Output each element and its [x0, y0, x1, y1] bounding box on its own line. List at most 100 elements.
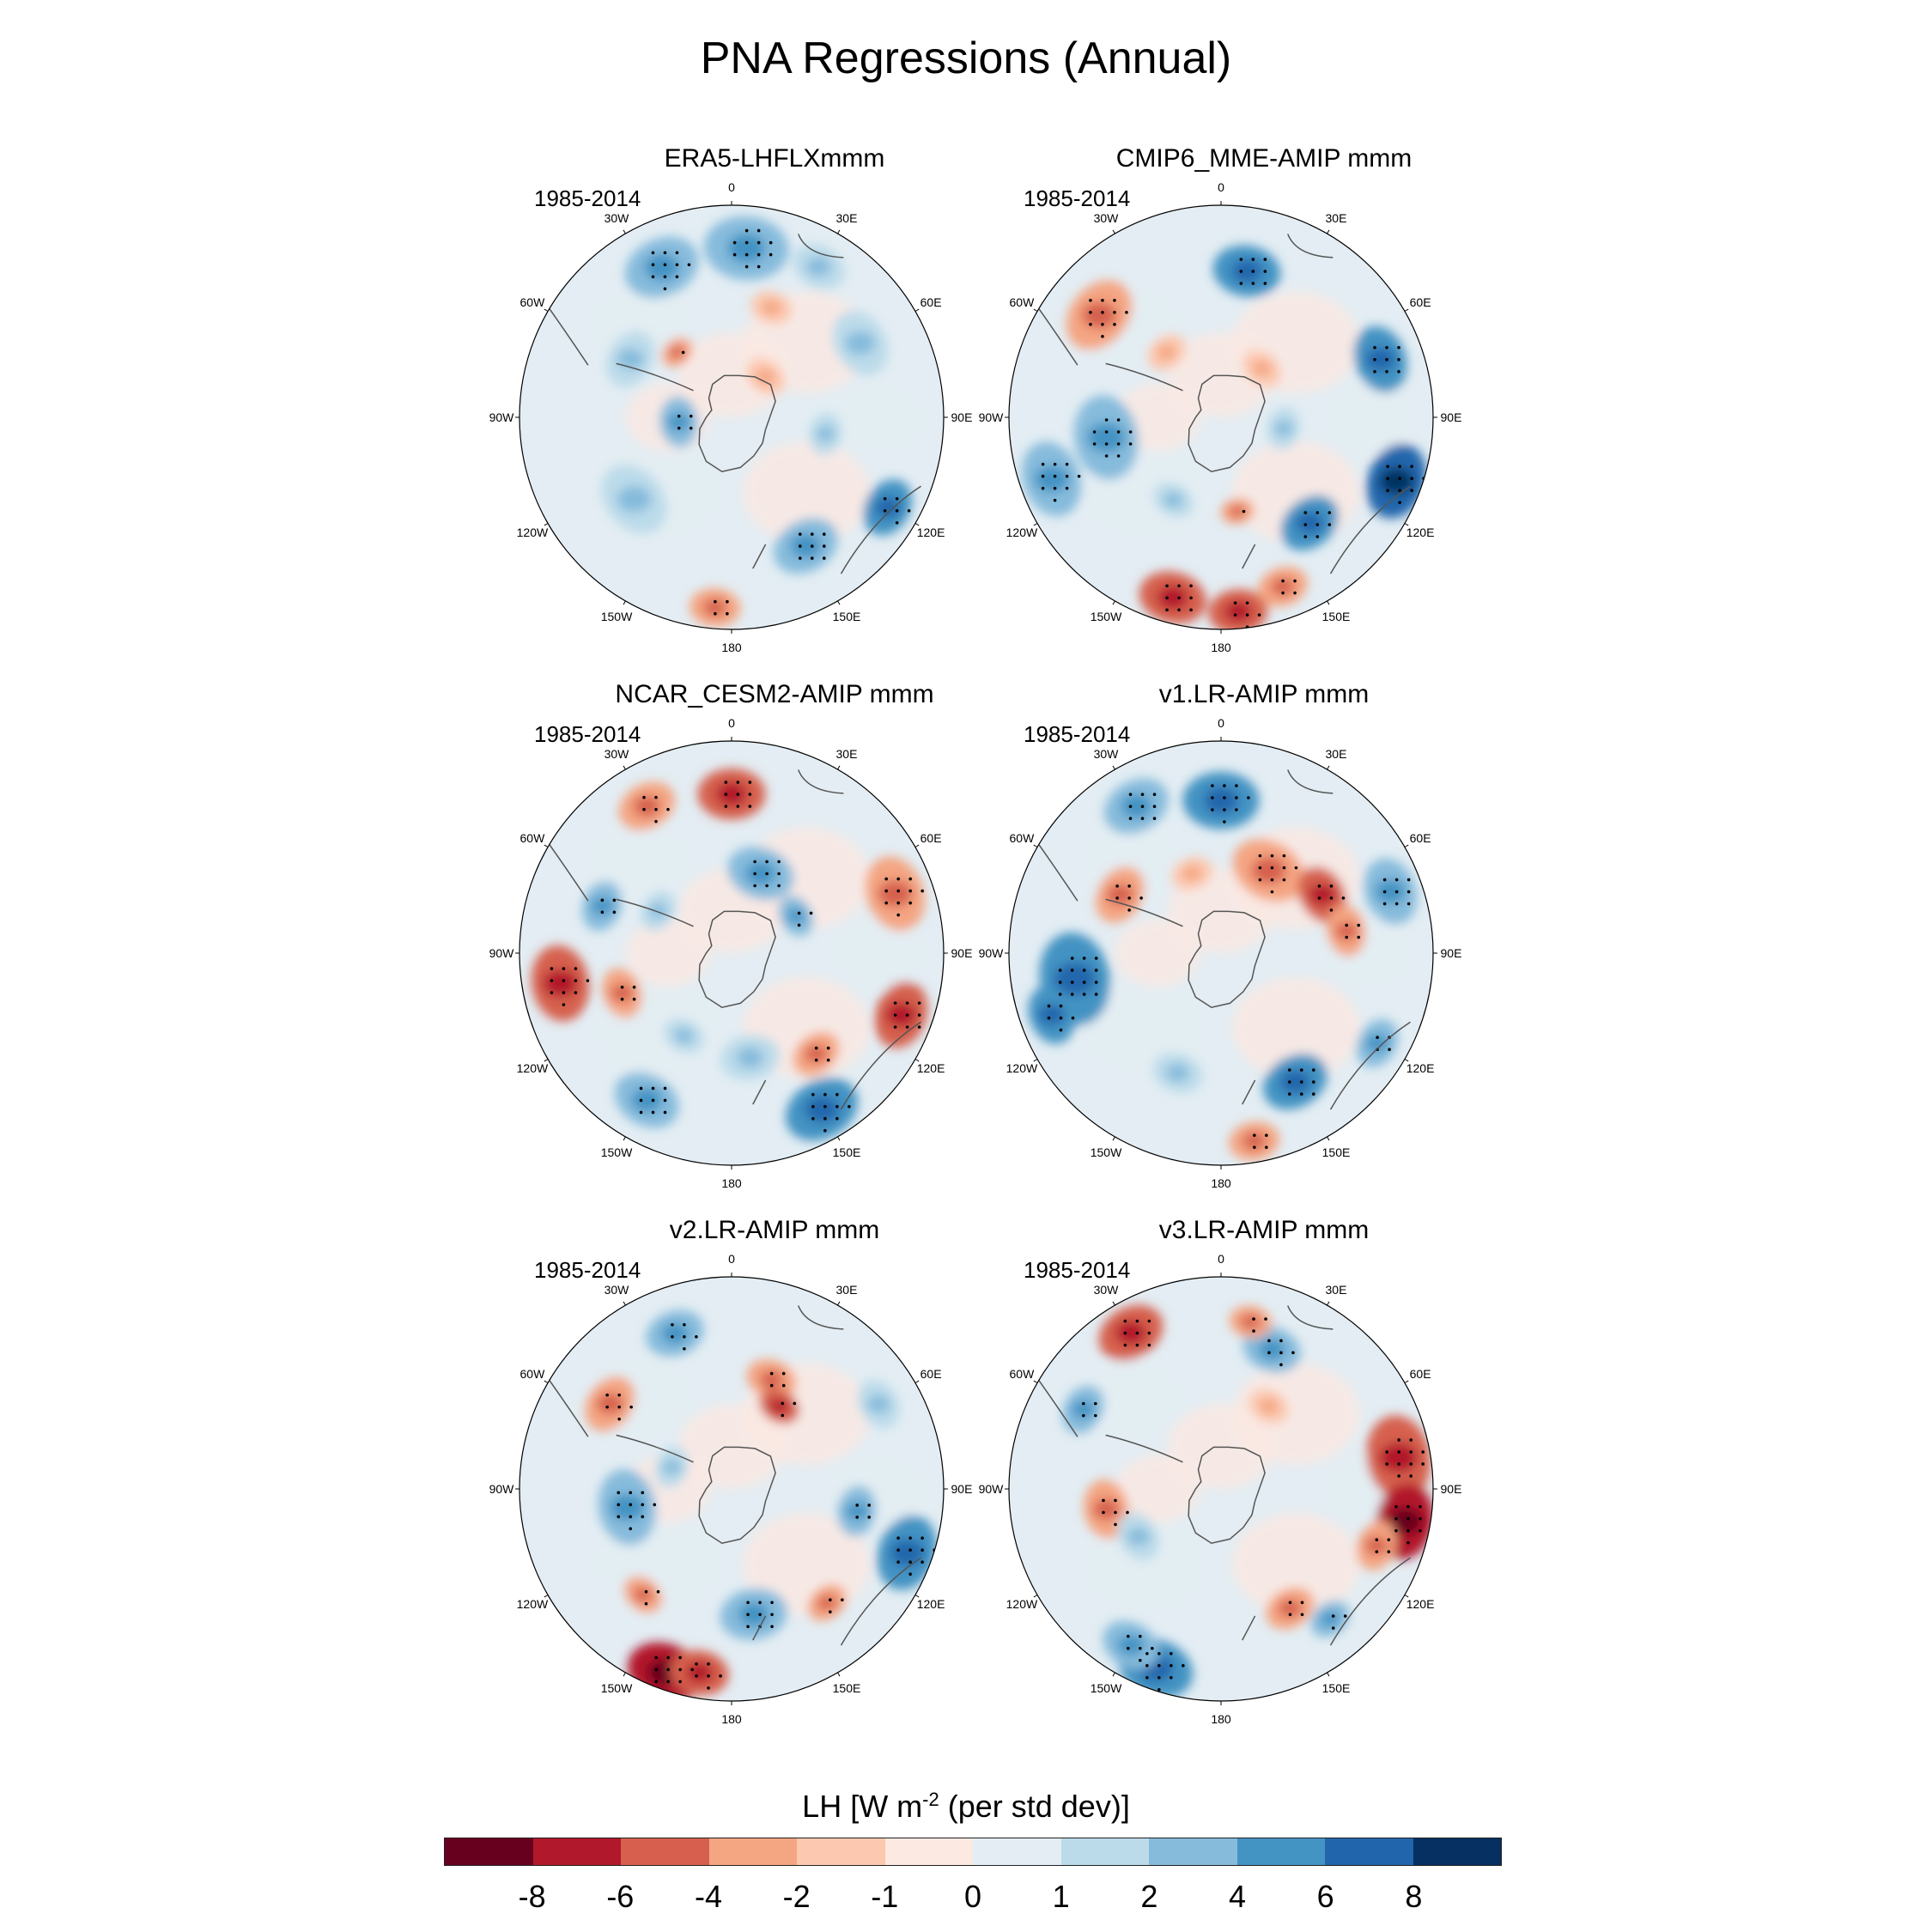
- significance-stipple: [896, 1560, 900, 1564]
- significance-stipple: [1101, 311, 1104, 314]
- anomaly-core: [1034, 465, 1069, 493]
- colorbar-tick-label: 4: [1228, 1879, 1247, 1914]
- significance-stipple: [1375, 1550, 1379, 1553]
- field-patch: [1078, 1356, 1184, 1442]
- significance-stipple: [1270, 878, 1274, 882]
- field-patch: [1082, 1513, 1210, 1615]
- significance-stipple: [781, 1371, 786, 1376]
- significance-stipple: [683, 1334, 686, 1339]
- longitude-tick: [914, 1595, 920, 1598]
- anomaly-core: [866, 1394, 890, 1413]
- significance-stipple: [1419, 1516, 1422, 1521]
- longitude-label: 150E: [1321, 610, 1351, 624]
- longitude-label: 60W: [1009, 1367, 1035, 1381]
- longitude-label: 90W: [489, 946, 514, 960]
- map-panel-cmip6: CMIP6_MME-AMIP mmm 1985-2014 0 30E 60E 90E 1…: [979, 144, 1539, 659]
- significance-stipple: [620, 997, 624, 1001]
- panel-title: ERA5-LHFLXmmm: [664, 144, 885, 173]
- significance-stipple: [798, 556, 802, 560]
- significance-stipple: [1315, 535, 1320, 538]
- anomaly-core: [817, 1595, 837, 1611]
- longitude-tick: [1112, 1136, 1115, 1141]
- significance-stipple: [1114, 1498, 1117, 1503]
- longitude-label: 120W: [516, 1060, 549, 1075]
- significance-stipple: [1113, 299, 1116, 302]
- significance-stipple: [654, 795, 658, 799]
- longitude-tick: [914, 523, 920, 526]
- significance-stipple: [781, 1401, 785, 1406]
- significance-stipple: [1047, 1004, 1051, 1008]
- significance-stipple: [1127, 896, 1131, 900]
- significance-stipple: [1409, 1462, 1413, 1466]
- colorbar-tick-label: -8: [518, 1879, 546, 1914]
- significance-stipple: [753, 884, 756, 888]
- significance-stipple: [1077, 474, 1081, 478]
- significance-stipple: [1331, 1626, 1335, 1630]
- longitude-tick: [914, 1380, 920, 1383]
- longitude-tick: [1404, 844, 1409, 848]
- significance-stipple: [666, 1680, 670, 1684]
- colorbar-box: [532, 1838, 621, 1865]
- longitude-tick: [914, 844, 920, 848]
- significance-stipple: [1101, 323, 1104, 326]
- longitude-tick: [914, 308, 920, 312]
- significance-stipple: [1311, 1092, 1315, 1096]
- significance-stipple: [1140, 817, 1145, 821]
- significance-stipple: [1047, 1016, 1051, 1020]
- longitude-label: 180: [1211, 1176, 1231, 1190]
- significance-stipple: [896, 877, 901, 881]
- anomaly-core: [617, 348, 644, 370]
- significance-stipple: [1127, 908, 1131, 912]
- panel-title: v1.LR-AMIP mmm: [1158, 680, 1370, 708]
- significance-stipple: [1104, 430, 1109, 434]
- anomaly-core: [1072, 1400, 1095, 1419]
- anomaly-core: [1082, 301, 1117, 329]
- anomaly-core: [1157, 344, 1176, 360]
- significance-stipple: [1251, 270, 1255, 273]
- significance-stipple: [1070, 957, 1074, 960]
- significance-stipple: [677, 426, 681, 430]
- significance-stipple: [908, 1536, 912, 1540]
- longitude-tick: [1033, 308, 1038, 312]
- significance-stipple: [654, 807, 658, 811]
- significance-stipple: [689, 426, 693, 430]
- significance-stipple: [1345, 923, 1349, 927]
- significance-stipple: [1409, 1438, 1413, 1442]
- significance-stipple: [1299, 1092, 1303, 1096]
- new-zealand-coastline: [1242, 544, 1256, 569]
- significance-stipple: [1394, 1504, 1398, 1509]
- colorbar-box: [445, 1838, 533, 1865]
- significance-stipple: [822, 556, 826, 560]
- significance-stipple: [1123, 1331, 1127, 1335]
- anomaly-core: [878, 880, 913, 908]
- significance-stipple: [719, 1674, 722, 1678]
- significance-stipple: [1116, 454, 1121, 458]
- significance-stipple: [1082, 1401, 1085, 1406]
- anomaly-core: [1251, 857, 1286, 884]
- significance-stipple: [1397, 369, 1400, 374]
- longitude-tick: [1033, 1380, 1038, 1383]
- anomaly-core: [805, 257, 831, 276]
- significance-stipple: [770, 1625, 774, 1629]
- significance-stipple: [639, 1086, 643, 1091]
- anomaly-core: [596, 1393, 623, 1414]
- longitude-tick: [1327, 229, 1330, 234]
- significance-stipple: [639, 1098, 643, 1103]
- africa-coastline: [798, 1305, 844, 1330]
- significance-stipple: [1094, 1413, 1097, 1418]
- significance-stipple: [644, 1601, 648, 1606]
- anomaly-core: [1365, 1034, 1389, 1053]
- significance-stipple: [1152, 805, 1157, 809]
- significance-stipple: [748, 805, 752, 808]
- antarctic-peninsula: [1105, 1434, 1183, 1463]
- significance-stipple: [1419, 1528, 1422, 1533]
- significance-stipple: [1376, 1036, 1379, 1040]
- significance-stipple: [1397, 1438, 1400, 1442]
- longitude-tick: [623, 765, 626, 770]
- significance-stipple: [884, 889, 889, 893]
- polar-map: [1005, 1273, 1437, 1705]
- longitude-label: 60W: [1009, 295, 1035, 309]
- significance-stipple: [1104, 418, 1109, 422]
- longitude-tick: [1327, 1301, 1330, 1306]
- anomaly-core: [1230, 505, 1246, 518]
